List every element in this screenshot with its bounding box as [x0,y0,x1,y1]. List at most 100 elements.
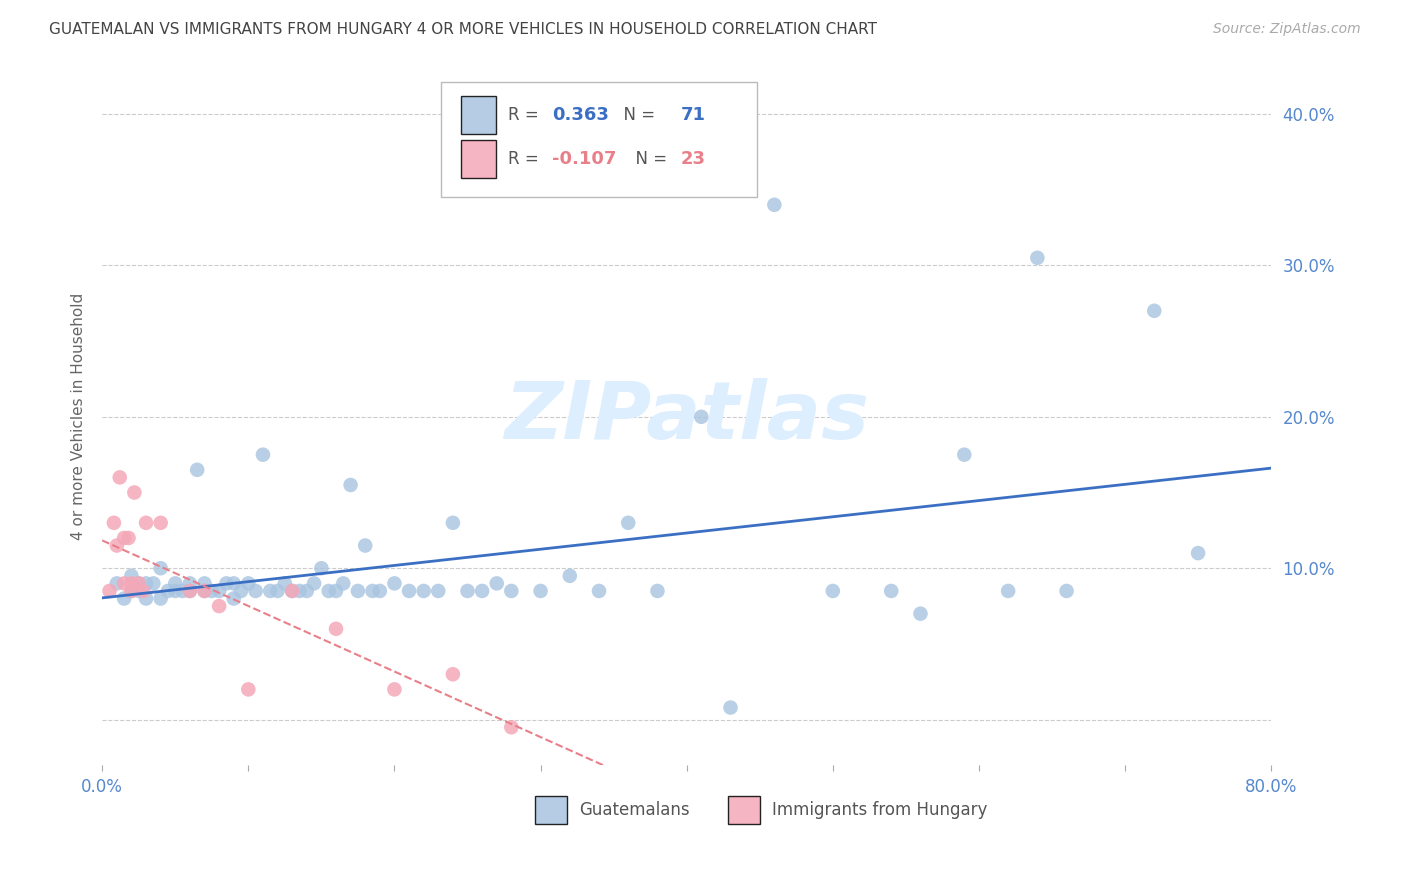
Point [311,561,333,575]
Point [149,561,172,575]
Point [325,584,347,599]
Point [485,576,508,591]
Point [128,576,150,591]
Point [135,591,157,606]
Point [266,584,288,599]
Text: Source: ZipAtlas.com: Source: ZipAtlas.com [1213,22,1361,37]
Point [112,531,135,545]
Point [142,576,165,591]
Point [347,584,370,599]
Point [105,576,128,591]
Point [361,584,384,599]
Point [1026,251,1049,265]
Point [165,584,187,599]
Point [112,576,135,591]
Point [647,584,669,599]
Point [120,584,142,599]
Text: 23: 23 [681,150,706,168]
Point [384,682,406,697]
Point [720,700,742,714]
Point [117,531,139,545]
Point [288,584,311,599]
Point [295,584,318,599]
Point [910,607,932,621]
Point [128,576,150,591]
Point [501,720,523,734]
Point [441,516,464,530]
Point [501,584,523,599]
Point [128,584,150,599]
Point [821,584,844,599]
Point [354,539,377,553]
Point [245,584,267,599]
Point [690,409,713,424]
Point [222,576,245,591]
Point [156,584,179,599]
Point [880,584,903,599]
Point [238,682,260,697]
Point [529,584,551,599]
Point [471,584,494,599]
Point [412,584,434,599]
Point [186,463,208,477]
Point [332,576,354,591]
FancyBboxPatch shape [441,82,756,197]
Point [588,584,610,599]
Point [281,584,304,599]
Point [120,569,142,583]
Point [103,516,125,530]
Text: -0.107: -0.107 [553,150,617,168]
Point [201,584,224,599]
Point [132,584,155,599]
Point [112,591,135,606]
Point [259,584,281,599]
Point [208,584,231,599]
Point [457,584,479,599]
Point [1143,303,1166,318]
Text: 71: 71 [681,106,706,124]
Point [179,584,201,599]
Point [98,584,121,599]
Text: R =: R = [508,150,544,168]
Text: R =: R = [508,106,544,124]
Point [149,591,172,606]
Point [179,576,201,591]
Point [427,584,450,599]
Point [179,584,201,599]
Point [215,576,238,591]
Point [120,576,142,591]
Point [281,584,304,599]
Text: N =: N = [624,150,672,168]
Point [135,576,157,591]
Point [222,591,245,606]
Point [318,584,340,599]
FancyBboxPatch shape [461,96,496,135]
Point [368,584,391,599]
Point [252,448,274,462]
Point [172,584,194,599]
Point [325,622,347,636]
FancyBboxPatch shape [727,797,761,824]
Text: Immigrants from Hungary: Immigrants from Hungary [772,801,987,820]
Point [617,516,640,530]
Point [398,584,420,599]
Point [302,576,325,591]
Point [208,599,231,613]
Point [193,584,215,599]
Text: 0.363: 0.363 [553,106,609,124]
Point [441,667,464,681]
Point [108,470,131,484]
Text: GUATEMALAN VS IMMIGRANTS FROM HUNGARY 4 OR MORE VEHICLES IN HOUSEHOLD CORRELATIO: GUATEMALAN VS IMMIGRANTS FROM HUNGARY 4 … [49,22,877,37]
Point [229,584,252,599]
Y-axis label: 4 or more Vehicles in Household: 4 or more Vehicles in Household [72,293,86,541]
Text: Guatemalans: Guatemalans [579,801,690,820]
Point [274,576,297,591]
Text: ZIPatlas: ZIPatlas [505,378,869,456]
Point [105,539,128,553]
Point [953,448,976,462]
Point [165,576,187,591]
FancyBboxPatch shape [461,140,496,178]
Point [339,478,361,492]
Point [149,516,172,530]
Point [193,576,215,591]
